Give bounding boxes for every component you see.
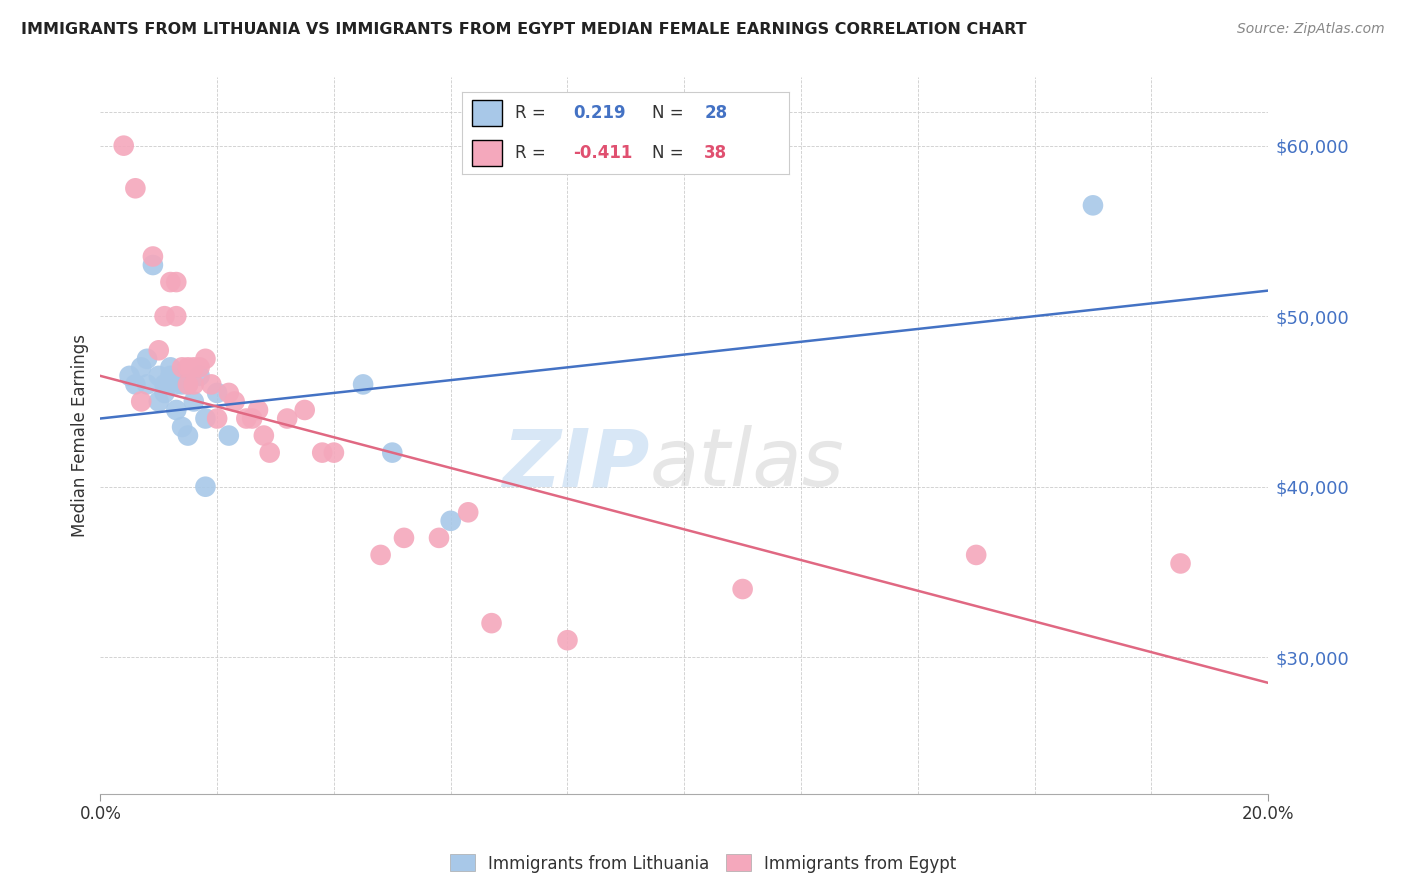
- Point: [165, 377, 187, 392]
- Point: [159, 360, 181, 375]
- Legend: Immigrants from Lithuania, Immigrants from Egypt: Immigrants from Lithuania, Immigrants fr…: [443, 847, 963, 880]
- Point: [124, 377, 146, 392]
- Point: [731, 582, 754, 596]
- Point: [218, 385, 240, 400]
- Point: [205, 385, 228, 400]
- Point: [200, 377, 222, 392]
- Point: [224, 394, 246, 409]
- Point: [370, 548, 392, 562]
- Text: atlas: atlas: [650, 425, 844, 503]
- Point: [1081, 198, 1104, 212]
- Point: [172, 420, 194, 434]
- Point: [112, 138, 135, 153]
- Point: [205, 411, 228, 425]
- Point: [965, 548, 987, 562]
- Point: [129, 360, 152, 375]
- Point: [165, 275, 187, 289]
- Point: [392, 531, 415, 545]
- Point: [148, 343, 170, 358]
- Point: [246, 403, 269, 417]
- Point: [183, 394, 205, 409]
- Point: [136, 377, 159, 392]
- Point: [253, 428, 276, 442]
- Point: [194, 411, 217, 425]
- Point: [194, 351, 217, 366]
- Point: [194, 480, 217, 494]
- Text: ZIP: ZIP: [502, 425, 650, 503]
- Point: [352, 377, 374, 392]
- Point: [381, 445, 404, 459]
- Text: Source: ZipAtlas.com: Source: ZipAtlas.com: [1237, 22, 1385, 37]
- Point: [457, 505, 479, 519]
- Point: [153, 309, 176, 323]
- Point: [1170, 557, 1192, 571]
- Point: [440, 514, 463, 528]
- Point: [148, 394, 170, 409]
- Point: [177, 377, 200, 392]
- Point: [322, 445, 344, 459]
- Point: [183, 360, 205, 375]
- Point: [153, 377, 176, 392]
- Point: [235, 411, 257, 425]
- Point: [136, 351, 159, 366]
- Point: [172, 360, 194, 375]
- Point: [294, 403, 316, 417]
- Point: [177, 360, 200, 375]
- Point: [153, 385, 176, 400]
- Point: [240, 411, 263, 425]
- Point: [129, 394, 152, 409]
- Point: [218, 428, 240, 442]
- Point: [165, 309, 187, 323]
- Point: [183, 377, 205, 392]
- Point: [159, 275, 181, 289]
- Y-axis label: Median Female Earnings: Median Female Earnings: [72, 334, 89, 537]
- Point: [276, 411, 298, 425]
- Point: [427, 531, 450, 545]
- Point: [159, 368, 181, 383]
- Point: [557, 633, 579, 648]
- Point: [259, 445, 281, 459]
- Point: [124, 181, 146, 195]
- Point: [142, 250, 165, 264]
- Point: [188, 368, 211, 383]
- Text: IMMIGRANTS FROM LITHUANIA VS IMMIGRANTS FROM EGYPT MEDIAN FEMALE EARNINGS CORREL: IMMIGRANTS FROM LITHUANIA VS IMMIGRANTS …: [21, 22, 1026, 37]
- Point: [177, 377, 200, 392]
- Point: [165, 403, 187, 417]
- Point: [481, 616, 503, 631]
- Point: [148, 368, 170, 383]
- Point: [118, 368, 141, 383]
- Point: [311, 445, 333, 459]
- Point: [188, 360, 211, 375]
- Point: [142, 258, 165, 272]
- Point: [177, 428, 200, 442]
- Point: [172, 377, 194, 392]
